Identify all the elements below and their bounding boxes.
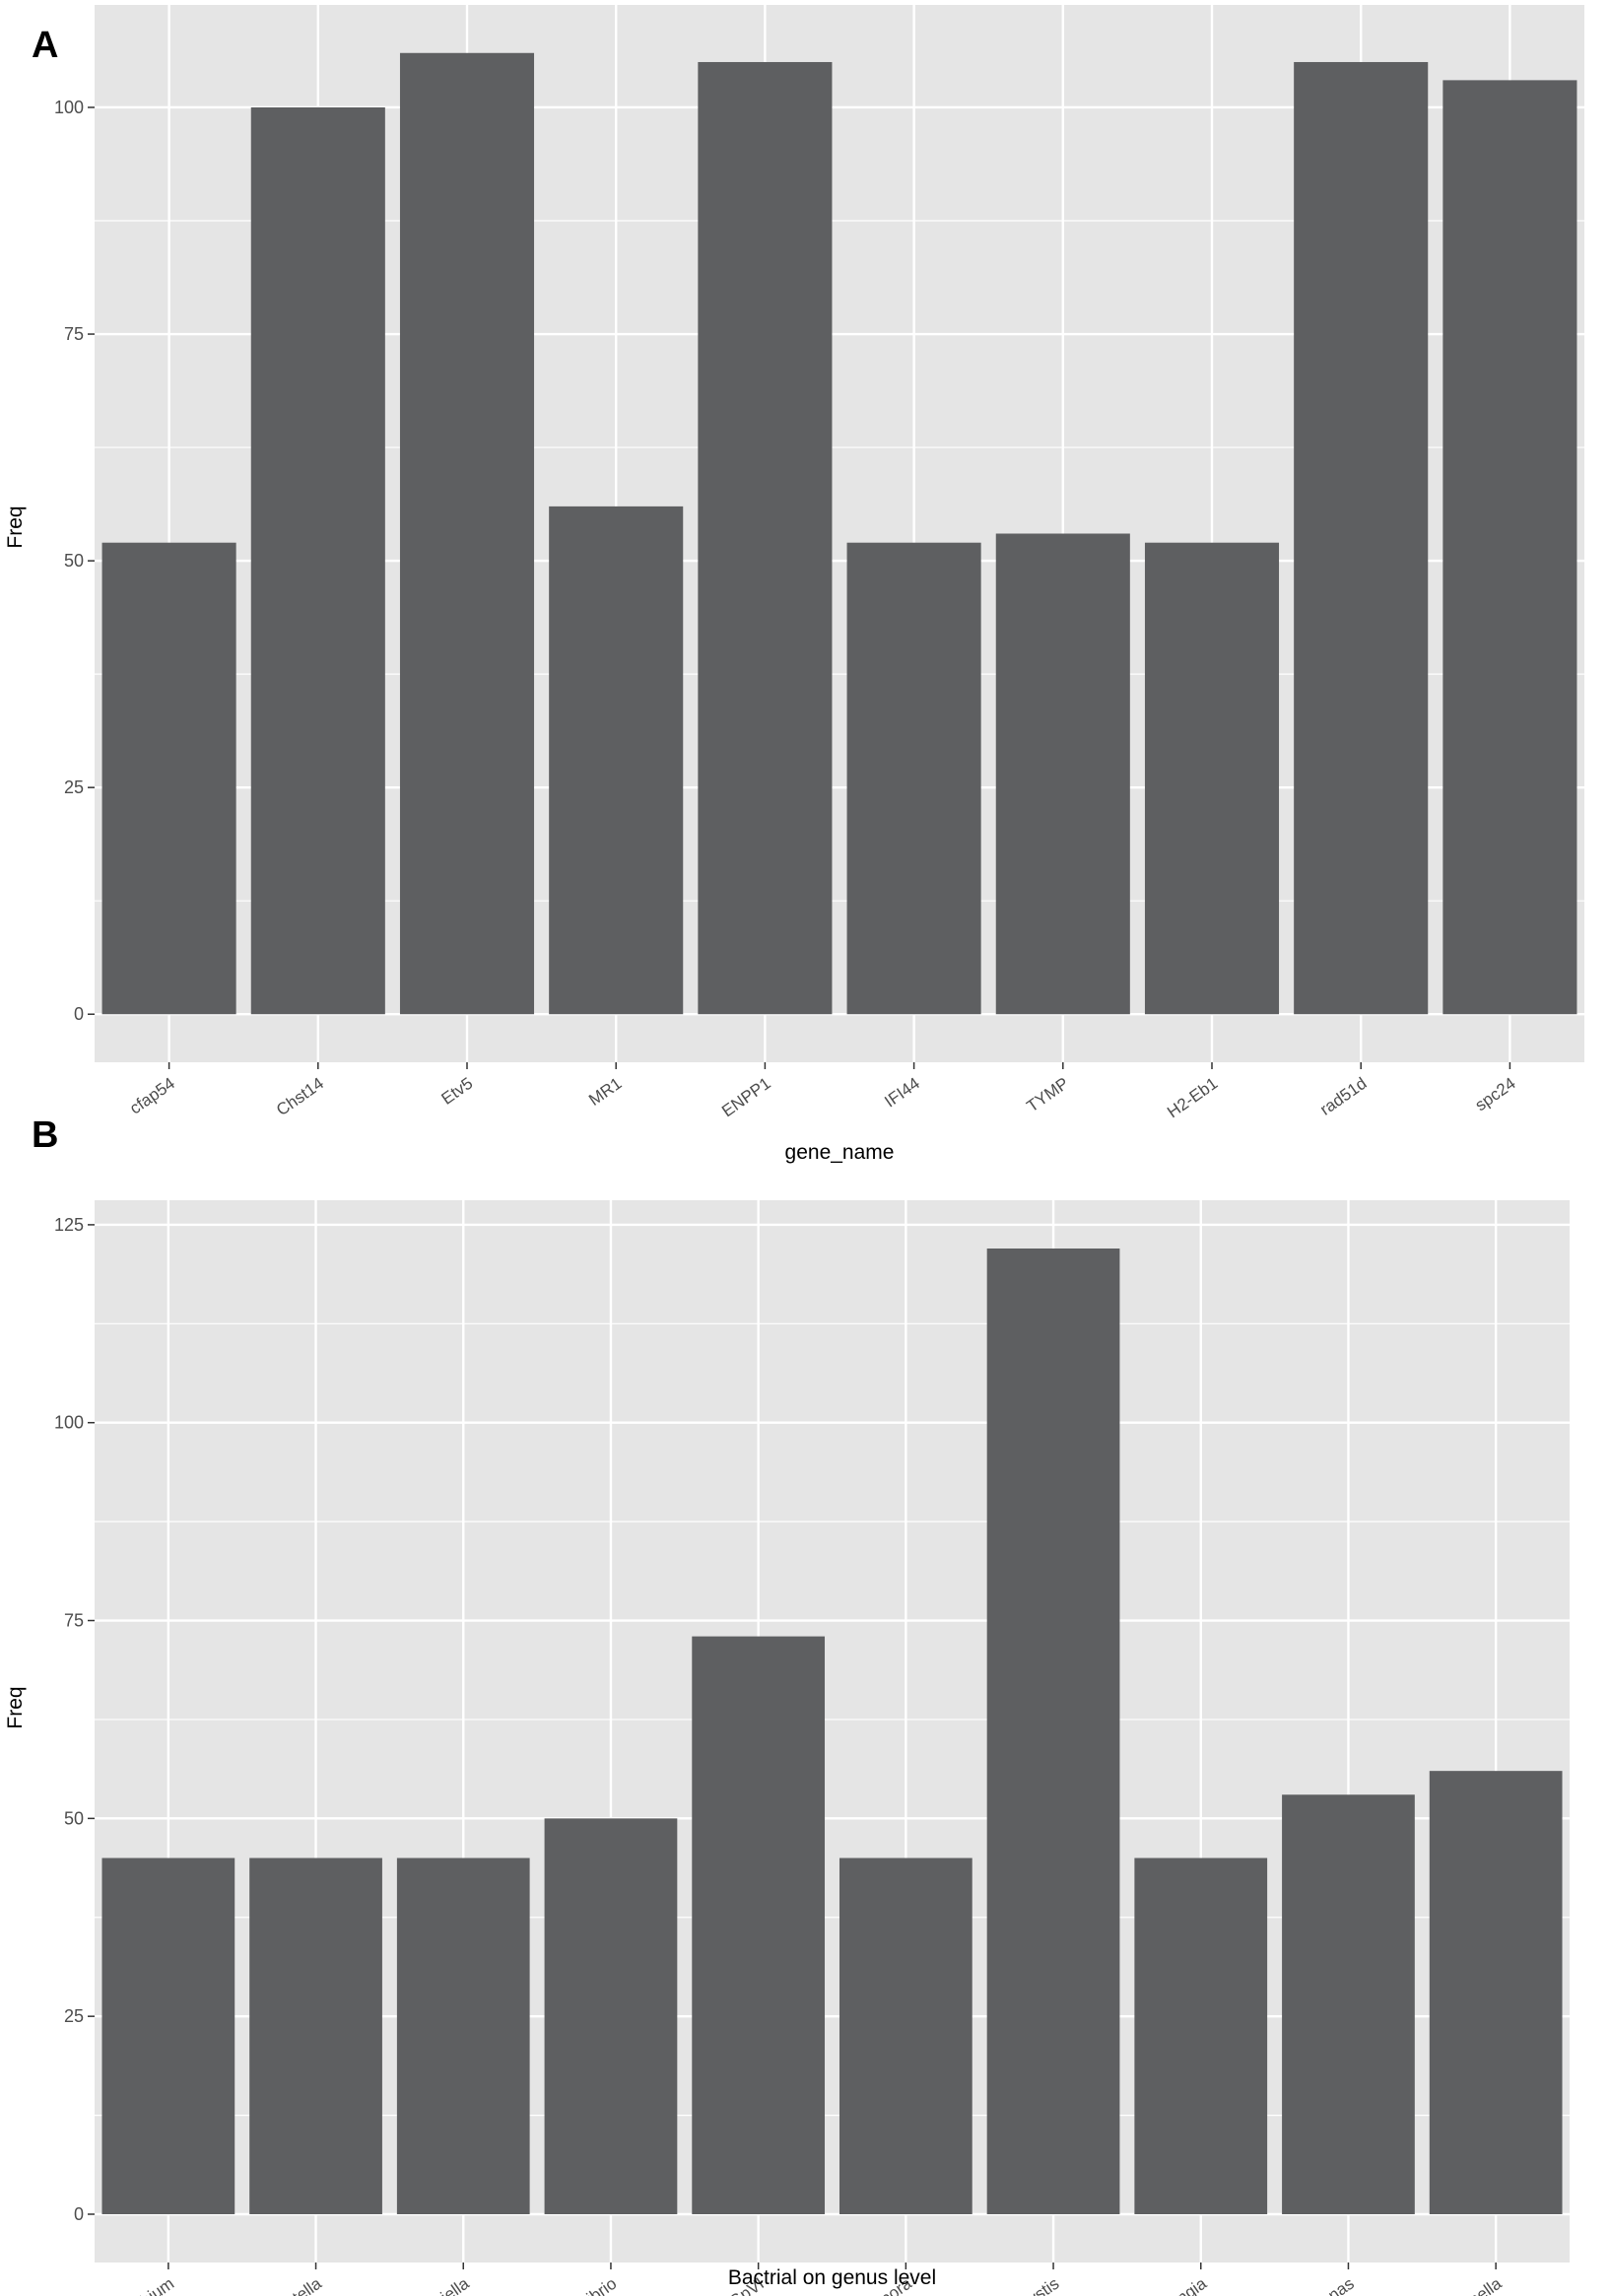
bar-rad51d <box>1294 61 1429 1015</box>
bar-cfap54 <box>101 542 236 1015</box>
y-axis-title: Freq <box>4 1686 27 1728</box>
bar-desulfovibrio <box>544 1818 678 2214</box>
y-tick-label: 0 <box>74 1004 84 1024</box>
bar-gpvi <box>692 1636 826 2214</box>
y-tick-label: 125 <box>54 1215 84 1235</box>
x-tick-label: Azorhizobium <box>84 2274 177 2296</box>
x-axis-title: gene_name <box>785 1141 895 1164</box>
panel-b-chart: 0 25 50 75 100 125 Azorhizobium Bordetella Candi… <box>4 1200 1570 2296</box>
bar-ifi44 <box>846 542 981 1015</box>
y-tick-label: 100 <box>54 98 84 117</box>
y-tick-label: 100 <box>54 1413 84 1433</box>
x-tick-label: Methylocystis <box>970 2274 1062 2296</box>
x-tick-label: H2-Eb1 <box>1164 1074 1221 1122</box>
bar-methylocystis <box>986 1249 1120 2214</box>
bar-candidatus_berkiella <box>396 1857 530 2214</box>
x-tick-label: IFI44 <box>881 1074 923 1112</box>
x-tick-label: rad51d <box>1316 1074 1370 1119</box>
panel-letter-b: B <box>32 1114 58 1156</box>
x-tick-label: Chst14 <box>273 1074 327 1119</box>
x-tick-label: cfap54 <box>126 1074 178 1118</box>
y-tick-label: 25 <box>64 2006 84 2026</box>
x-tick-label: Desulfovibrio <box>530 2274 620 2296</box>
bar-spc24 <box>1442 80 1577 1015</box>
y-tick-label: 25 <box>64 777 84 797</box>
bar-shewanella <box>1429 1771 1563 2214</box>
bar-enpp1 <box>698 61 833 1015</box>
panel-letter-a: A <box>32 25 58 66</box>
panel-a-chart: 0 25 50 75 100 cfap54 Chst14 Etv5 MR1 ENPP1 IFI44 T… <box>4 5 1584 1164</box>
bar-etv5 <box>399 52 535 1015</box>
y-tick-label: 50 <box>64 1808 84 1828</box>
x-tick-label: ENPP1 <box>718 1074 774 1121</box>
x-tick-label: Bordetella <box>252 2273 325 2296</box>
y-tick-label: 50 <box>64 551 84 571</box>
bar-azorhizobium <box>101 1857 235 2214</box>
x-tick-label: spc24 <box>1472 1074 1519 1115</box>
x-axis-title: Bactrial on genus level <box>728 2266 936 2289</box>
bar-bordetella <box>249 1857 382 2214</box>
bar-mr1 <box>549 506 684 1015</box>
x-tick-label: Ohtaekwangia <box>1111 2273 1210 2296</box>
x-tick-label: Shewanella <box>1424 2273 1506 2296</box>
y-tick-label: 75 <box>64 1611 84 1631</box>
x-tick-label: TYMP <box>1024 1074 1073 1116</box>
bar-chst14 <box>250 106 385 1015</box>
x-tick-label: Etv5 <box>438 1074 477 1109</box>
x-tick-label: Candidatus_Berkiella <box>332 2273 473 2296</box>
x-tick-label: MR1 <box>585 1074 625 1110</box>
x-tick-label: Roseomonas <box>1266 2274 1358 2296</box>
bar-roseomonas <box>1282 1794 1415 2214</box>
bar-h2-eb1 <box>1144 542 1280 1015</box>
y-axis-title: Freq <box>4 506 27 548</box>
y-tick-label: 0 <box>74 2204 84 2224</box>
bar-lutispora <box>839 1857 973 2214</box>
bar-ohtaekwangia <box>1134 1857 1268 2214</box>
y-tick-label: 75 <box>64 324 84 344</box>
bar-tymp <box>995 533 1130 1015</box>
